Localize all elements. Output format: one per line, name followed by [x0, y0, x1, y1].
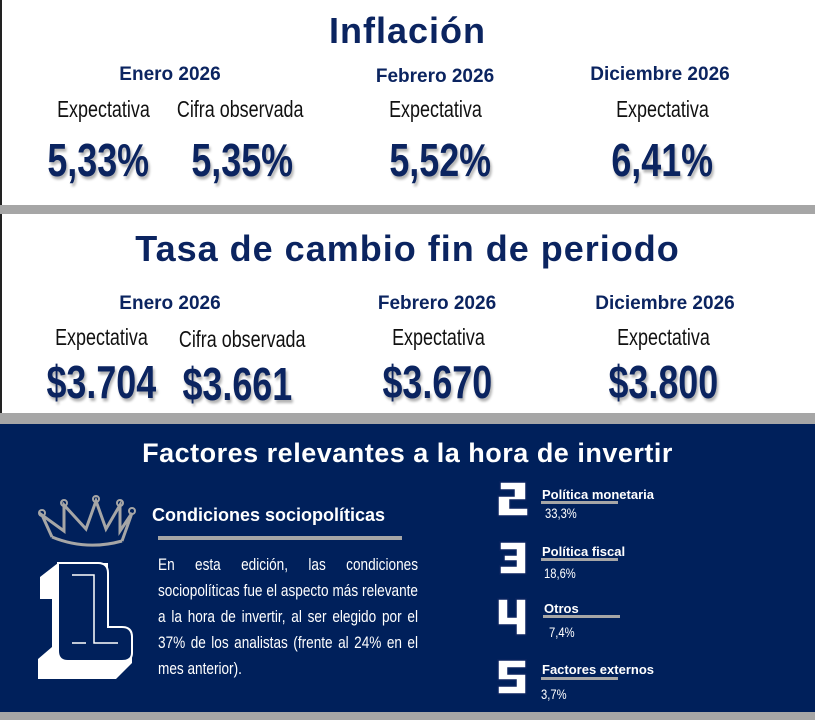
factor-underline — [541, 677, 618, 680]
inflation-jan-observed-value: 5,35% — [191, 134, 293, 186]
inflation-dec-expect-label: Expectativa — [615, 96, 709, 122]
exchange-period-dec: Diciembre 2026 — [595, 293, 735, 314]
factor-underline — [543, 615, 620, 618]
factor-underline — [541, 501, 618, 504]
factor-label: Política fiscal — [542, 544, 626, 559]
rank-four-icon — [497, 598, 527, 636]
inflation-jan-observed-label: Cifra observada — [176, 96, 304, 122]
factor-value: 33,3% — [545, 505, 577, 521]
divider — [0, 413, 815, 424]
inflation-jan-expect-value: 5,33% — [47, 134, 149, 186]
exchange-feb-expect-label: Expectativa — [391, 324, 485, 350]
inflation-feb-expect-label: Expectativa — [388, 96, 482, 122]
top-factor-label: Condiciones sociopolíticas — [152, 505, 386, 525]
rank-five-icon — [497, 659, 527, 695]
exchange-dec-expect-value: $3.800 — [608, 356, 718, 408]
inflation-dec-expect-value: 6,41% — [611, 134, 713, 186]
exchange-jan-expect-value: $3.704 — [46, 356, 156, 408]
rank-three-icon — [499, 541, 527, 575]
inflation-period-dec: Diciembre 2026 — [590, 64, 730, 85]
factor-underline — [541, 558, 618, 561]
rank-one-icon — [38, 562, 133, 679]
exchange-dec-expect-label: Expectativa — [616, 324, 710, 350]
rank-two-icon — [497, 481, 529, 517]
inflation-title: Inflación — [328, 10, 486, 51]
divider — [0, 712, 815, 720]
factor-value: 18,6% — [544, 565, 576, 581]
exchange-period-feb: Febrero 2026 — [377, 293, 497, 314]
inflation-feb-expect-value: 5,52% — [389, 134, 491, 186]
top-factor-description: En esta edición, las condiciones sociopo… — [158, 555, 418, 678]
exchange-period-jan: Enero 2026 — [119, 293, 221, 314]
factor-label: Otros — [544, 601, 579, 616]
factors-panel — [0, 424, 815, 712]
inflation-jan-expect-label: Expectativa — [56, 96, 150, 122]
exchange-jan-observed-label: Cifra observada — [178, 326, 306, 352]
inflation-period-jan: Enero 2026 — [119, 64, 221, 85]
divider — [0, 205, 815, 214]
factor-label: Política monetaria — [542, 487, 654, 502]
exchange-feb-expect-value: $3.670 — [382, 356, 492, 408]
factors-title: Factores relevantes a la hora de inverti… — [142, 438, 673, 468]
exchange-title: Tasa de cambio fin de periodo — [135, 228, 680, 269]
exchange-jan-expect-label: Expectativa — [54, 324, 148, 350]
factor-label: Factores externos — [542, 662, 654, 677]
exchange-jan-observed-value: $3.661 — [182, 358, 292, 410]
factor-value: 3,7% — [541, 686, 567, 702]
inflation-period-feb: Febrero 2026 — [375, 66, 495, 87]
top-factor-underline — [158, 536, 402, 540]
crown-icon — [38, 495, 136, 547]
factor-value: 7,4% — [549, 624, 575, 640]
